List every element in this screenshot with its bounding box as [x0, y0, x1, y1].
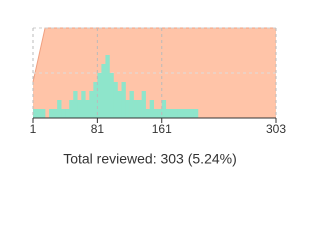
bar: [57, 100, 62, 118]
bar: [129, 91, 134, 118]
bar: [93, 82, 98, 118]
bar: [97, 73, 102, 118]
bar: [125, 100, 130, 118]
bar: [165, 109, 171, 118]
bar: [105, 55, 110, 118]
x-tick-label: 1: [30, 122, 37, 136]
bar: [85, 100, 90, 118]
bar: [161, 100, 167, 118]
bar: [61, 109, 66, 118]
x-tick-label: 81: [91, 122, 105, 136]
bar: [157, 109, 163, 118]
bar: [109, 73, 114, 118]
bar: [189, 109, 195, 118]
caption: Total reviewed: 303 (5.24%): [63, 151, 237, 167]
bar: [153, 109, 159, 118]
bar: [89, 91, 94, 118]
bar: [169, 109, 175, 118]
bar: [113, 82, 118, 118]
bar: [69, 100, 74, 118]
bar: [185, 109, 191, 118]
bar: [145, 109, 150, 118]
bar: [37, 109, 42, 118]
bar: [117, 91, 122, 118]
bar: [33, 109, 38, 118]
bar: [49, 109, 54, 118]
bar: [121, 82, 126, 118]
bar: [65, 109, 70, 118]
bar: [77, 100, 82, 118]
bar: [41, 109, 46, 118]
bar: [181, 109, 187, 118]
x-tick-label: 161: [152, 122, 172, 136]
bar: [73, 91, 78, 118]
bar: [141, 91, 146, 118]
bar: [81, 91, 86, 118]
bar: [101, 64, 106, 118]
bar: [149, 100, 154, 118]
bar: [173, 109, 179, 118]
bar: [193, 109, 199, 118]
chart: Total reviewed: 303 (5.24%) 1 81 161 303: [30, 27, 286, 167]
bar: [177, 109, 183, 118]
bar: [137, 100, 142, 118]
bar: [53, 109, 58, 118]
x-tick-label: 303: [266, 122, 286, 136]
bar: [133, 100, 138, 118]
